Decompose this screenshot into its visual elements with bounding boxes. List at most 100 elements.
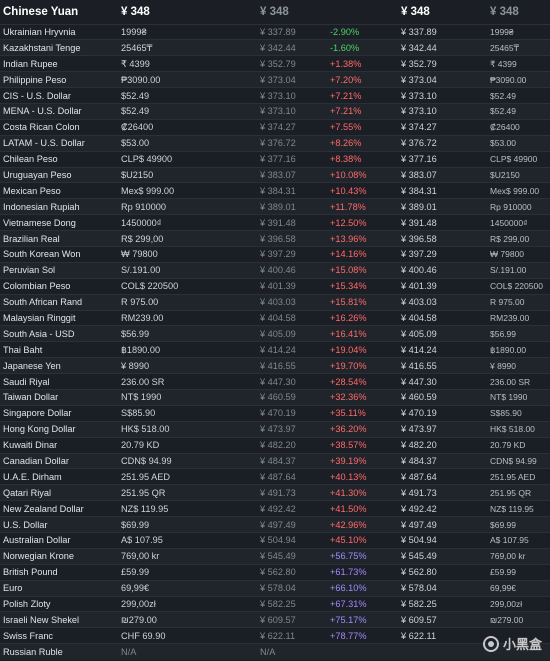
- local-price-2: Rp 910000: [490, 201, 532, 212]
- currency-name: Chilean Peso: [3, 154, 58, 165]
- local-price-2: £59.99: [490, 567, 516, 578]
- currency-name: South African Rand: [3, 297, 83, 308]
- converted-price-2: ¥ 487.64: [401, 471, 437, 482]
- local-price: $52.49: [121, 106, 150, 117]
- table-row: Thai Baht ฿1890.00 ¥ 414.24 +19.04% ¥ 414.24…: [0, 341, 550, 358]
- table-row: Kuwaiti Dinar 20.79 KD ¥ 482.20 +38.57% ¥ 48…: [0, 437, 550, 453]
- converted-price-2: ¥ 562.80: [401, 567, 437, 578]
- currency-name: New Zealand Dollar: [3, 503, 84, 514]
- price-difference: +7.20%: [330, 74, 362, 85]
- local-price: ฿1890.00: [121, 344, 161, 355]
- price-difference: -1.60%: [330, 42, 360, 53]
- currency-name: Polish Zloty: [3, 599, 51, 609]
- price-difference: +15.08%: [330, 265, 367, 276]
- local-price: A$ 107.95: [121, 535, 163, 546]
- table-row: Saudi Riyal 236.00 SR ¥ 447.30 +28.54% ¥ 447…: [0, 373, 550, 390]
- converted-price-2: ¥ 377.16: [401, 154, 437, 165]
- converted-price-2: ¥ 397.29: [401, 249, 437, 260]
- price-difference: +12.50%: [330, 217, 367, 228]
- converted-price: ¥ 404.58: [260, 312, 296, 323]
- local-price: ₪279.00: [121, 614, 157, 625]
- local-price-2: $52.49: [490, 106, 516, 117]
- currency-name: Qatari Riyal: [3, 487, 51, 498]
- currency-name: Indian Rupee: [3, 58, 58, 69]
- currency-name: Singapore Dollar: [3, 408, 72, 419]
- converted-price: ¥ 401.39: [260, 281, 296, 292]
- converted-price-2: ¥ 414.24: [401, 344, 437, 355]
- converted-price: ¥ 447.30: [260, 376, 296, 387]
- price-difference: +56.75%: [330, 551, 367, 562]
- converted-price: ¥ 497.49: [260, 519, 296, 530]
- table-row: MENA - U.S. Dollar $52.49 ¥ 373.10 +7.21% ¥ …: [0, 103, 550, 120]
- price-difference: +19.70%: [330, 360, 367, 371]
- local-price: ₹ 4399: [121, 58, 150, 69]
- currency-name: U.A.E. Dirham: [3, 471, 62, 482]
- currency-name: Kazakhstani Tenge: [3, 42, 81, 53]
- currency-name: Israeli New Shekel: [3, 614, 80, 625]
- currency-name: Euro: [3, 583, 23, 594]
- converted-price-2: ¥ 582.25: [401, 599, 437, 609]
- watermark: 小黑盒: [482, 634, 542, 653]
- price-header-3: ¥ 348: [401, 5, 430, 18]
- currency-name: Canadian Dollar: [3, 455, 69, 466]
- local-price-2: NT$ 1990: [490, 392, 528, 403]
- converted-price-2: ¥ 545.49: [401, 551, 437, 562]
- local-price: HK$ 518.00: [121, 424, 170, 435]
- converted-price-2: ¥ 447.30: [401, 376, 437, 387]
- local-price-2: NZ$ 119.95: [490, 503, 534, 514]
- currency-name: Peruvian Sol: [3, 265, 56, 276]
- currency-name: Japanese Yen: [3, 360, 61, 371]
- table-row: Russian Ruble N/A N/A: [0, 643, 550, 660]
- price-difference: +13.96%: [330, 233, 367, 244]
- price-difference: +45.10%: [330, 535, 367, 546]
- converted-price-2: ¥ 404.58: [401, 312, 437, 323]
- converted-price: ¥ 416.55: [260, 360, 296, 371]
- local-price: $56.99: [121, 328, 150, 339]
- local-price-2: 299,00zł: [490, 599, 523, 609]
- price-difference: +14.16%: [330, 249, 367, 260]
- converted-price: ¥ 562.80: [260, 567, 296, 578]
- converted-price-2: ¥ 384.31: [401, 185, 437, 196]
- currency-name: Colombian Peso: [3, 281, 71, 292]
- table-row: New Zealand Dollar NZ$ 119.95 ¥ 492.42 +41.…: [0, 500, 550, 517]
- base-currency-title: Chinese Yuan: [3, 5, 79, 18]
- converted-price: ¥ 582.25: [260, 599, 296, 609]
- local-price: 251.95 AED: [121, 471, 171, 482]
- converted-price-2: ¥ 491.73: [401, 487, 437, 498]
- converted-price-2: ¥ 405.09: [401, 328, 437, 339]
- local-price: 236.00 SR: [121, 376, 165, 387]
- table-row: Costa Rican Colon ₡26400 ¥ 374.27 +7.55% ¥ 3…: [0, 119, 550, 135]
- table-row: Colombian Peso COL$ 220500 ¥ 401.39 +15.34%…: [0, 278, 550, 294]
- local-price: £59.99: [121, 567, 150, 578]
- currency-name: South Korean Won: [3, 249, 81, 260]
- local-price-2: ₩ 79800: [490, 249, 525, 260]
- local-price-2: ₱3090.00: [490, 74, 527, 85]
- currency-name: Vietnamese Dong: [3, 217, 76, 228]
- local-price-2: ฿1890.00: [490, 344, 527, 355]
- currency-name: Philippine Peso: [3, 74, 67, 85]
- table-row: LATAM - U.S. Dollar $53.00 ¥ 376.72 +8.26% ¥…: [0, 135, 550, 152]
- currency-name: South Asia - USD: [3, 328, 75, 339]
- local-price-2: R$ 299,00: [490, 233, 530, 244]
- converted-price: ¥ 405.09: [260, 328, 296, 339]
- price-difference: +7.21%: [330, 90, 362, 101]
- local-price-2: 251.95 QR: [490, 487, 532, 498]
- converted-price-2: ¥ 622.11: [401, 630, 437, 641]
- watermark-text: 小黑盒: [502, 637, 542, 652]
- converted-price: ¥ 403.03: [260, 297, 296, 308]
- converted-price-2: ¥ 473.97: [401, 424, 437, 435]
- local-price-2: 1999₴: [490, 26, 514, 37]
- local-price-2: CLP$ 49900: [490, 154, 538, 165]
- local-price-2: RM239.00: [490, 312, 530, 323]
- converted-price: ¥ 414.24: [260, 344, 296, 355]
- converted-price-2: ¥ 337.89: [401, 26, 437, 37]
- table-row: Indian Rupee ₹ 4399 ¥ 352.79 +1.38% ¥ 352.79…: [0, 55, 550, 72]
- local-price: Rp 910000: [121, 201, 166, 212]
- converted-price: ¥ 397.29: [260, 249, 296, 260]
- converted-price: ¥ 373.10: [260, 106, 296, 117]
- table-row: South Asia - USD $56.99 ¥ 405.09 +16.41% ¥ 4…: [0, 325, 550, 342]
- local-price: CHF 69.90: [121, 630, 166, 641]
- currency-name: British Pound: [3, 567, 58, 578]
- local-price: Mex$ 999.00: [121, 185, 175, 196]
- converted-price: ¥ 491.73: [260, 487, 296, 498]
